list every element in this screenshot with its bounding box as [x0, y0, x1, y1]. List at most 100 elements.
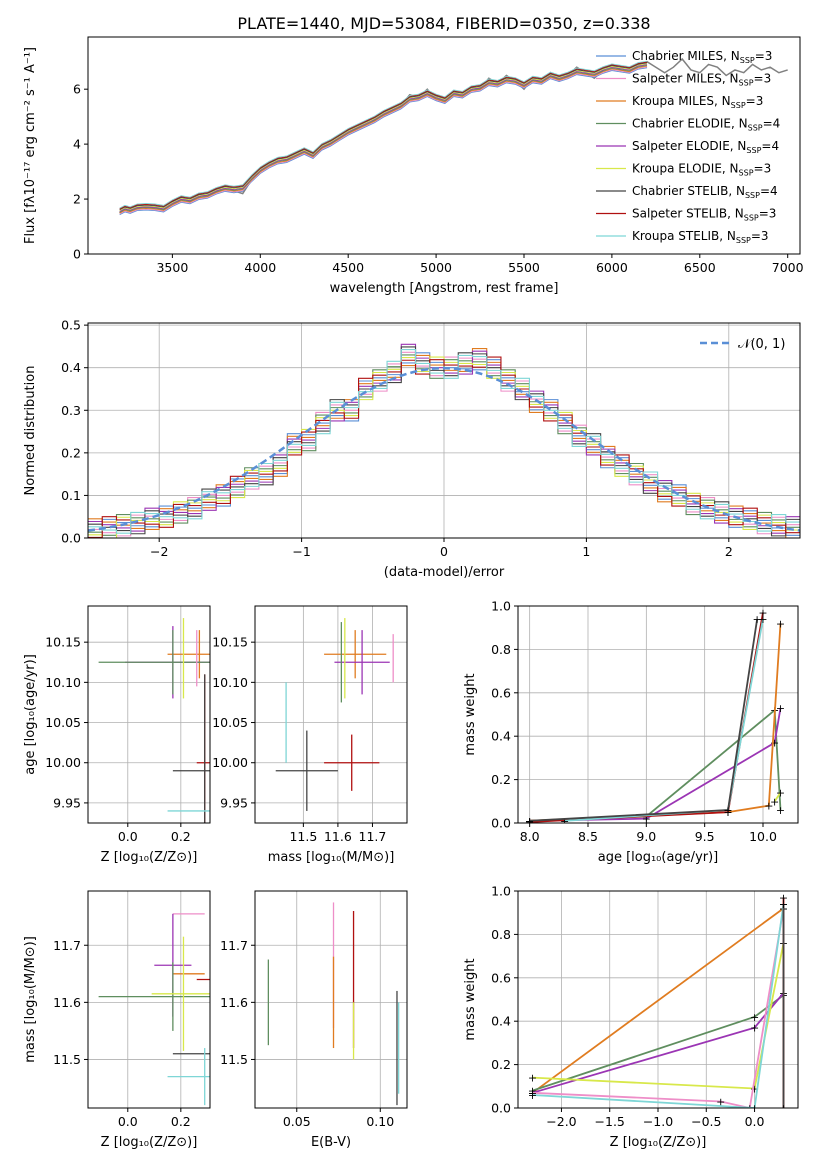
- y-axis-label: mass [log₁₀(M/M⊙)]: [23, 936, 38, 1063]
- x-tick-label: 0.2: [171, 1114, 191, 1129]
- y-axis-label: Flux [fλ10⁻¹⁷ erg cm⁻² s⁻¹ A⁻¹]: [23, 47, 38, 244]
- y-tick-label: 10.00: [45, 755, 81, 770]
- x-tick-label: −1.0: [643, 1114, 673, 1129]
- y-tick-label: 0.8: [491, 642, 511, 657]
- panel-residuals: −2 −1 0 1 2 0.0 0.1 0.2 0.3 0.4 0.5 (data-model)/er…: [23, 318, 801, 580]
- weight-line: [532, 903, 785, 1108]
- x-tick-label: 0.0: [118, 1114, 138, 1129]
- weight-marker: +: [776, 702, 785, 715]
- model-legend: Chabrier MILES, NSSP=3 Salpeter MILES, NS…: [596, 49, 780, 245]
- x-tick-label: 0.10: [366, 1114, 394, 1129]
- y-tick-label: 10.05: [212, 715, 248, 730]
- y-tick-label: 0.0: [491, 816, 511, 831]
- x-axis-label: E(B-V): [311, 1135, 351, 1150]
- weight-marker: +: [525, 815, 534, 828]
- x-tick-label: 11.6: [324, 829, 352, 844]
- y-tick-label: 0.2: [61, 445, 81, 460]
- x-tick-label: −1.5: [595, 1114, 625, 1129]
- y-tick-label: 0.0: [491, 1101, 511, 1116]
- y-tick-label: 6: [73, 82, 81, 97]
- axes-frame: [254, 890, 408, 1109]
- x-tick-label: 5000: [420, 260, 452, 275]
- x-tick-label: −0.5: [691, 1114, 721, 1129]
- legend-label: Salpeter STELIB, NSSP=3: [632, 207, 776, 223]
- model-line: [119, 64, 648, 213]
- data-residuals: [88, 343, 800, 538]
- y-tick-label: 0: [73, 247, 81, 262]
- y-tick-label: 4: [73, 137, 81, 152]
- weight-line: [529, 618, 759, 822]
- weight-marker: +: [528, 1085, 537, 1098]
- x-axis-label: Z [log₁₀(Z/Z⊙)]: [101, 850, 198, 865]
- legend-label: Chabrier STELIB, NSSP=4: [632, 184, 778, 200]
- x-tick-label: 3500: [156, 260, 188, 275]
- x-tick-label: 8.0: [520, 829, 540, 844]
- panel-mass-vs-ebv: 0.05 0.10 11.5 11.6 11.7 E(B-V): [220, 890, 408, 1150]
- legend-label: Salpeter ELODIE, NSSP=4: [632, 139, 779, 155]
- x-tick-label: 0.0: [745, 1114, 765, 1129]
- y-tick-label: 10.10: [45, 675, 81, 690]
- y-tick-label: 11.7: [220, 938, 248, 953]
- weight-marker: +: [745, 1102, 754, 1115]
- weight-line: [532, 994, 785, 1092]
- x-tick-label: −1: [292, 544, 310, 559]
- model-line: [119, 64, 648, 212]
- data-age-vs-Z: [98, 618, 210, 823]
- panel-mass-vs-Z: 0.0 0.2 11.5 11.6 11.7 Z [log₁₀(Z/Z⊙)] mass [l…: [23, 890, 211, 1150]
- x-tick-label: 6500: [684, 260, 716, 275]
- weight-marker: +: [528, 1089, 537, 1102]
- model-line: [119, 61, 648, 210]
- weight-marker: +: [750, 1022, 759, 1035]
- weight-marker: +: [764, 800, 773, 813]
- weight-marker: +: [779, 892, 788, 905]
- legend-label: Kroupa MILES, NSSP=3: [632, 94, 763, 110]
- y-axis-label: mass weight: [463, 958, 478, 1040]
- y-tick-label: 0.6: [491, 685, 511, 700]
- x-tick-label: 0: [440, 544, 448, 559]
- y-axis-label: age [log₁₀(age/yr)]: [23, 654, 38, 775]
- legend-label: Kroupa ELODIE, NSSP=3: [632, 162, 771, 178]
- normal-curve: [88, 366, 800, 532]
- axes-frame: [87, 890, 211, 1109]
- x-axis-label: wavelength [Angstrom, rest frame]: [330, 281, 559, 296]
- weight-marker: +: [770, 737, 779, 750]
- y-axis-label: Normed distribution: [23, 366, 38, 496]
- y-tick-label: 0.5: [61, 318, 81, 333]
- weight-line: [532, 992, 785, 1094]
- y-tick-label: 1.0: [491, 599, 511, 614]
- weight-line: [531, 907, 785, 1094]
- normal-legend: 𝒩(0, 1): [700, 337, 785, 352]
- model-line: [119, 62, 648, 211]
- panel-weight-vs-Z: ++++++++++++++++++++++−2.0 −1.5 −1.0 −0.5 0.…: [463, 884, 799, 1150]
- y-tick-label: 10.10: [212, 675, 248, 690]
- weight-marker: +: [779, 1102, 788, 1115]
- axes-frame: [87, 36, 801, 255]
- legend-label: Kroupa STELIB, NSSP=3: [632, 229, 769, 245]
- y-axis-label: mass weight: [463, 673, 478, 755]
- weight-line: [773, 792, 782, 802]
- model-line: [119, 65, 648, 214]
- x-tick-label: 6000: [596, 260, 628, 275]
- y-tick-label: 11.6: [53, 995, 81, 1010]
- x-tick-label: 0.2: [171, 829, 191, 844]
- weight-marker: +: [776, 617, 785, 630]
- x-tick-label: 5500: [508, 260, 540, 275]
- x-axis-label: age [log₁₀(age/yr)]: [598, 850, 719, 865]
- y-tick-label: 1.0: [491, 884, 511, 899]
- weight-line: [532, 908, 785, 1108]
- weight-marker: +: [753, 613, 762, 626]
- model-line: [119, 63, 648, 211]
- data-weight-vs-Z: ++++++++++++++++++++++: [528, 892, 788, 1115]
- legend-label: Chabrier ELODIE, NSSP=4: [632, 117, 780, 133]
- axes-frame: [254, 605, 408, 824]
- model-line: [119, 67, 648, 216]
- weight-marker: +: [525, 815, 534, 828]
- axes-frame: [87, 605, 211, 824]
- x-axis-label: (data-model)/error: [384, 565, 505, 580]
- weight-marker: +: [750, 1102, 759, 1115]
- weight-line: [532, 942, 785, 1090]
- y-tick-label: 0.3: [61, 403, 81, 418]
- x-tick-label: 11.7: [359, 829, 387, 844]
- x-axis-label: Z [log₁₀(Z/Z⊙)]: [610, 1135, 707, 1150]
